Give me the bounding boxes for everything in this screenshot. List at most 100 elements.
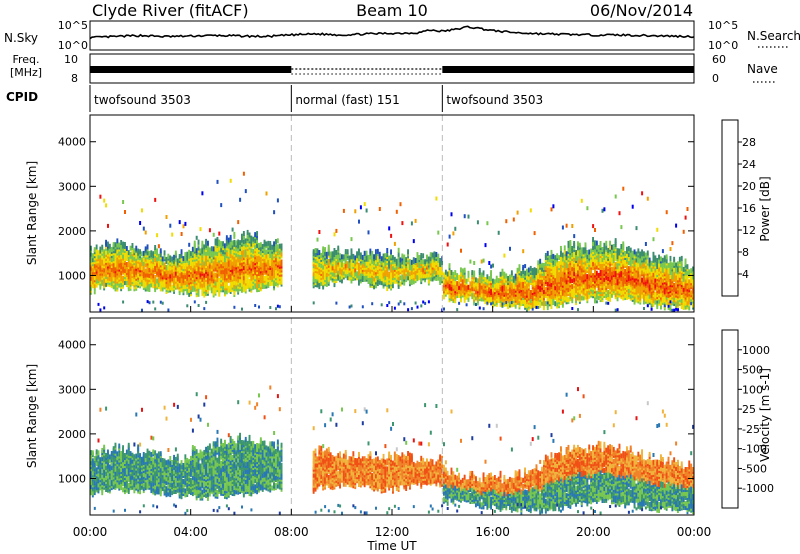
scatter-cell: [210, 288, 213, 294]
scatter-cell: [169, 273, 172, 279]
scatter-cell: [278, 267, 281, 273]
scatter-cell: [180, 271, 183, 277]
near-range-cell: [161, 301, 164, 305]
sparse-cell: [469, 259, 472, 264]
scatter-cell: [446, 271, 449, 277]
scatter-cell: [95, 244, 98, 250]
scatter-cell: [271, 270, 274, 276]
scatter-cell: [259, 242, 262, 248]
scatter-cell: [356, 271, 358, 277]
scatter-cell: [333, 272, 336, 278]
scatter-cell: [244, 278, 247, 284]
scatter-cell: [463, 267, 466, 273]
near-range-cell: [335, 301, 338, 305]
scatter-cell: [488, 276, 491, 282]
scatter-cell: [229, 285, 232, 290]
scatter-cell: [426, 254, 428, 260]
scatter-cell: [580, 247, 583, 253]
scatter-cell: [229, 234, 232, 240]
near-range-cell: [146, 300, 149, 304]
scatter-cell: [373, 270, 375, 276]
scatter-cell: [186, 275, 189, 281]
sparse-cell: [139, 221, 142, 225]
scatter-cell: [501, 268, 504, 274]
sparse-cell: [446, 242, 449, 247]
scatter-cell: [392, 265, 394, 271]
scatter-cell: [409, 271, 411, 277]
scatter-cell: [103, 267, 106, 273]
scatter-cell: [465, 284, 468, 290]
scatter-cell: [348, 275, 351, 281]
scatter-cell: [210, 282, 213, 288]
scatter-cell: [460, 283, 462, 289]
near-range-cell: [361, 305, 364, 309]
scatter-cell: [346, 261, 349, 267]
scatter-cell: [237, 255, 240, 261]
scatter-cell: [186, 251, 189, 257]
sparse-cell: [212, 232, 215, 237]
scatter-cell: [235, 272, 238, 278]
near-range-cell: [403, 302, 406, 306]
sparse-cell: [460, 248, 462, 253]
scatter-cell: [590, 248, 593, 254]
scatter-cell: [116, 248, 119, 254]
scatter-cell: [507, 276, 509, 281]
scatter-cell: [312, 249, 315, 255]
near-range-cell: [482, 307, 485, 311]
scatter-cell: [259, 260, 262, 266]
near-range-cell: [486, 301, 489, 305]
scatter-cell: [324, 269, 326, 275]
scatter-cell: [358, 262, 360, 268]
scatter-cell: [207, 264, 209, 270]
scatter-cell: [191, 246, 194, 252]
near-range-cell: [167, 308, 170, 312]
sparse-cell: [492, 263, 494, 268]
scatter-cell: [535, 268, 538, 274]
scatter-cell: [476, 278, 479, 284]
scatter-cell: [339, 253, 341, 259]
freq-tick-top: 10: [64, 53, 78, 66]
scatter-cell: [246, 280, 249, 285]
near-range-cell: [154, 307, 157, 311]
scatter-cell: [392, 255, 394, 261]
scatter-cell: [376, 254, 379, 260]
near-range-cell: [616, 308, 619, 312]
scatter-cell: [207, 240, 209, 246]
scatter-cell: [611, 244, 613, 250]
scatter-cell: [544, 253, 547, 258]
near-range-cell: [577, 308, 579, 312]
scatter-cell: [359, 252, 362, 258]
scatter-cell: [220, 263, 223, 269]
scatter-cell: [220, 241, 223, 247]
scatter-cell: [454, 294, 457, 300]
scatter-cell: [631, 250, 634, 256]
scatter-cell: [558, 261, 560, 267]
scatter-cell: [346, 267, 349, 273]
scatter-cell: [218, 239, 221, 245]
scatter-cell: [467, 270, 470, 276]
scatter-cell: [203, 282, 206, 288]
scatter-cell: [539, 258, 542, 264]
scatter-cell: [544, 301, 547, 307]
scatter-cell: [571, 284, 574, 290]
scatter-cell: [280, 243, 283, 249]
scatter-cell: [560, 245, 562, 251]
scatter-cell: [163, 254, 166, 260]
scatter-cell: [165, 256, 168, 262]
scatter-cell: [529, 290, 532, 295]
sparse-cell: [184, 221, 187, 226]
sparse-cell: [220, 203, 223, 208]
scatter-cell: [148, 287, 151, 292]
scatter-cell: [529, 265, 532, 271]
scatter-cell: [431, 276, 434, 282]
scatter-cell: [129, 251, 132, 257]
scatter-cell: [93, 247, 96, 253]
scatter-cell: [205, 238, 207, 244]
sparse-cell: [463, 214, 466, 219]
sparse-cell: [480, 259, 483, 264]
beam-title: Beam 10: [356, 1, 428, 20]
scatter-cell: [135, 245, 138, 251]
scatter-cell: [101, 244, 104, 250]
near-range-cell: [276, 304, 279, 308]
scatter-cell: [335, 250, 338, 255]
